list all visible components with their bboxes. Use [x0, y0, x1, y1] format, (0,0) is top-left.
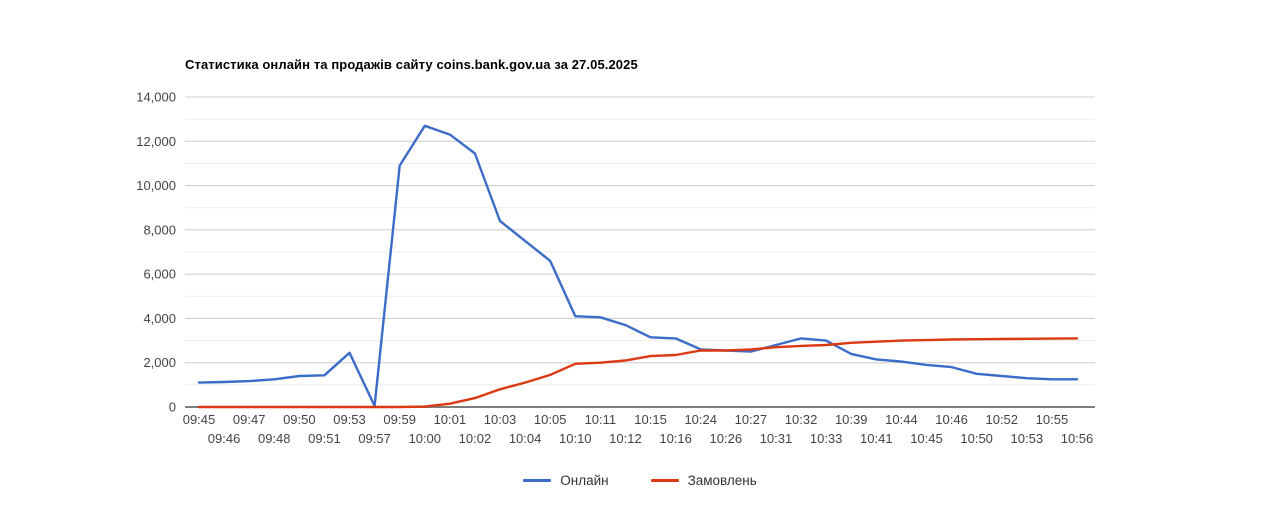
legend-label: Онлайн	[560, 472, 609, 488]
series-line-0	[197, 124, 1079, 408]
legend-color-swatch	[650, 478, 679, 482]
x-axis-tick-label: 10:00	[408, 431, 441, 446]
x-axis-tick-label: 10:50	[960, 431, 993, 446]
x-axis-tick-label: 10:31	[760, 431, 793, 446]
x-axis-tick-label: 10:44	[885, 412, 918, 427]
x-axis-tick-label: 09:59	[383, 412, 416, 427]
legend-item: Онлайн	[523, 472, 609, 488]
x-axis-tick-label: 10:56	[1061, 431, 1094, 446]
x-axis-tick-label: 10:26	[710, 431, 743, 446]
y-axis-tick-label: 14,000	[136, 90, 176, 105]
x-axis-tick-label: 10:12	[609, 431, 642, 446]
x-axis-tick-label: 10:52	[985, 412, 1018, 427]
x-axis-tick-label: 10:39	[835, 412, 868, 427]
x-axis-tick-label: 09:47	[233, 412, 266, 427]
series-line-1	[197, 337, 1079, 409]
legend-item: Замовлень	[650, 472, 757, 488]
chart-title: Статистика онлайн та продажів сайту coin…	[185, 57, 638, 72]
x-axis-tick-label: 09:53	[333, 412, 366, 427]
x-axis-tick-label: 10:27	[735, 412, 768, 427]
x-axis-tick-label: 09:48	[258, 431, 291, 446]
x-axis-tick-label: 10:02	[459, 431, 492, 446]
x-axis-tick-label: 10:24	[684, 412, 717, 427]
y-axis-tick-label: 0	[169, 400, 176, 415]
y-axis-tick-label: 2,000	[143, 355, 176, 370]
legend: Онлайн Замовлень	[185, 468, 1095, 492]
x-axis-tick-label: 10:33	[810, 431, 843, 446]
legend-color-swatch	[523, 478, 552, 482]
x-axis-tick-label: 09:50	[283, 412, 316, 427]
y-axis-tick-label: 12,000	[136, 134, 176, 149]
x-axis-tick-label: 10:41	[860, 431, 893, 446]
x-axis-tick-label: 09:46	[208, 431, 241, 446]
y-axis-tick-label: 4,000	[143, 311, 176, 326]
x-axis-tick-label: 10:53	[1011, 431, 1044, 446]
x-axis-tick-label: 10:15	[634, 412, 667, 427]
x-axis-tick-label: 09:51	[308, 431, 341, 446]
x-axis-tick-label: 10:04	[509, 431, 542, 446]
y-axis-tick-label: 8,000	[143, 222, 176, 237]
x-axis-tick-label: 10:46	[935, 412, 968, 427]
y-axis-tick-label: 10,000	[136, 178, 176, 193]
x-axis-tick-label: 10:10	[559, 431, 592, 446]
x-axis-tick-label: 09:45	[183, 412, 216, 427]
x-axis-tick-label: 10:01	[434, 412, 467, 427]
x-axis-tick-label: 10:45	[910, 431, 943, 446]
plot-area[interactable]	[185, 97, 1095, 407]
x-axis-tick-label: 10:11	[585, 412, 617, 427]
x-axis-tick-label: 10:16	[659, 431, 692, 446]
x-axis-tick-label: 10:05	[534, 412, 567, 427]
legend-label: Замовлень	[687, 472, 757, 488]
x-axis-tick-label: 10:55	[1036, 412, 1069, 427]
x-axis-tick-label: 09:57	[358, 431, 391, 446]
x-axis-tick-label: 10:32	[785, 412, 818, 427]
x-axis-tick-label: 10:03	[484, 412, 517, 427]
y-axis-tick-label: 6,000	[143, 267, 176, 282]
